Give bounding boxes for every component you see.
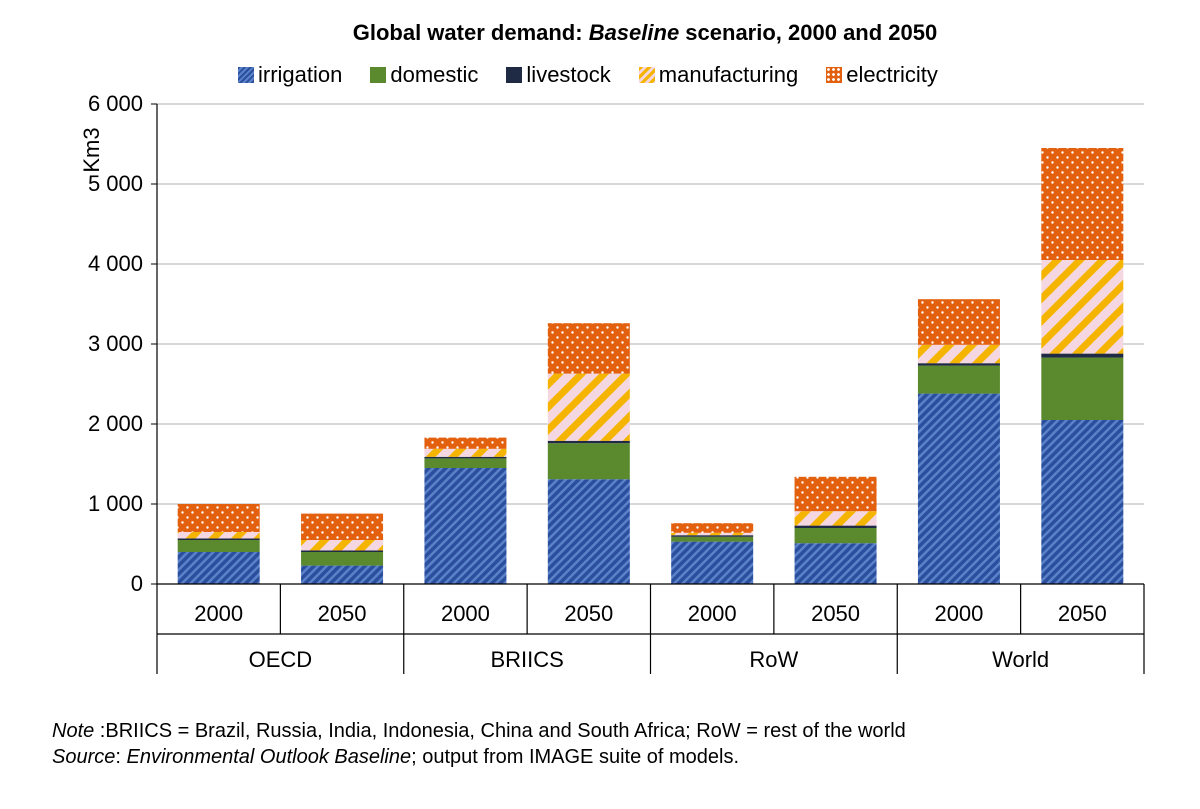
bar-segment-electricity xyxy=(301,513,384,540)
legend: irrigation domestic livestock manufactur… xyxy=(238,62,938,88)
x-tick-label: 2050 xyxy=(1058,601,1107,626)
legend-swatch-manufacturing xyxy=(638,67,655,83)
bar-segment-domestic xyxy=(301,552,384,566)
bar-segment-irrigation xyxy=(1041,420,1124,584)
legend-swatch-electricity xyxy=(826,67,843,83)
legend-label-irrigation: irrigation xyxy=(258,62,343,87)
y-axis-label: Km3 xyxy=(79,127,104,172)
bar-segment-irrigation xyxy=(671,541,754,584)
legend-label-livestock: livestock xyxy=(526,62,611,87)
group-label: BRIICS xyxy=(490,647,563,672)
x-tick-label: 2050 xyxy=(811,601,860,626)
bar-segment-livestock xyxy=(424,456,507,459)
note-line: Note :BRIICS = Brazil, Russia, India, In… xyxy=(52,718,906,744)
source-text: ; output from IMAGE suite of models. xyxy=(411,746,740,768)
y-tick-label: 4 000 xyxy=(88,251,143,276)
group-label: World xyxy=(992,647,1049,672)
bar-segment-manufacturing xyxy=(794,511,877,526)
bar-segment-domestic xyxy=(1041,357,1124,420)
legend-item-irrigation: irrigation xyxy=(238,62,342,88)
bar-segment-domestic xyxy=(917,365,1000,394)
bar-segment-domestic xyxy=(424,458,507,468)
source-sep: : xyxy=(115,746,127,768)
bar-segment-electricity xyxy=(177,504,260,532)
bar-segment-livestock xyxy=(917,363,1000,366)
bar-segment-irrigation xyxy=(301,565,384,584)
footnotes: Note :BRIICS = Brazil, Russia, India, In… xyxy=(52,718,906,770)
y-tick-label: 0 xyxy=(131,571,143,596)
bar-segment-manufacturing xyxy=(917,344,1000,364)
title-part-1: Global water demand: xyxy=(352,20,589,45)
x-tick-label: 2050 xyxy=(318,601,367,626)
bar-segment-electricity xyxy=(547,323,630,374)
y-tick-label: 1 000 xyxy=(88,491,143,516)
bar-segment-electricity xyxy=(424,437,507,449)
bar-segment-electricity xyxy=(1041,148,1124,260)
bar-segment-manufacturing xyxy=(424,448,507,457)
bar-segment-domestic xyxy=(177,540,260,552)
bar-segment-livestock xyxy=(1041,353,1124,358)
bar-segment-domestic xyxy=(547,443,630,480)
x-tick-label: 2000 xyxy=(934,601,983,626)
y-tick-label: 3 000 xyxy=(88,331,143,356)
legend-label-electricity: electricity xyxy=(846,62,938,87)
bar-segment-manufacturing xyxy=(177,532,260,539)
source-label: Source xyxy=(52,746,116,768)
x-tick-label: 2000 xyxy=(688,601,737,626)
y-tick-label: 6 000 xyxy=(88,91,143,116)
legend-item-domestic: domestic xyxy=(370,62,478,88)
bar-segment-manufacturing xyxy=(1041,260,1124,354)
bar-segment-irrigation xyxy=(917,393,1000,584)
note-text: :BRIICS = Brazil, Russia, India, Indones… xyxy=(94,720,906,742)
chart-title: Global water demand: Baseline scenario, … xyxy=(0,20,1200,46)
source-line: Source: Environmental Outlook Baseline; … xyxy=(52,744,906,770)
title-part-3: scenario, 2000 and 2050 xyxy=(679,20,938,45)
stacked-bar-chart: 0 1 000 2 000 3 000 4 000 5 000 6 000 2000 2050… xyxy=(79,91,1145,674)
x-tick-label: 2000 xyxy=(441,601,490,626)
legend-swatch-irrigation xyxy=(238,67,254,83)
group-label: OECD xyxy=(249,647,313,672)
bar-segment-livestock xyxy=(671,535,754,537)
bar-segment-domestic xyxy=(794,528,877,544)
bar-segment-livestock xyxy=(794,525,877,528)
y-tick-label: 2 000 xyxy=(88,411,143,436)
y-tick-labels: 0 1 000 2 000 3 000 4 000 5 000 6 000 xyxy=(88,91,143,596)
y-tick-label: 5 000 xyxy=(88,171,143,196)
group-label: RoW xyxy=(749,647,798,672)
legend-swatch-domestic xyxy=(370,67,387,83)
bar-segment-livestock xyxy=(301,550,384,552)
bar-segment-livestock xyxy=(177,538,260,540)
bar-segment-electricity xyxy=(917,299,1000,345)
bar-segment-manufacturing xyxy=(671,532,754,536)
bars xyxy=(177,148,1124,584)
bar-segment-irrigation xyxy=(177,552,260,584)
legend-item-livestock: livestock xyxy=(506,62,611,88)
legend-item-electricity: electricity xyxy=(826,62,938,88)
bar-segment-domestic xyxy=(671,536,754,542)
axes xyxy=(156,104,1145,674)
bar-segment-livestock xyxy=(547,440,630,444)
bar-segment-irrigation xyxy=(547,479,630,584)
bar-segment-irrigation xyxy=(794,543,877,584)
note-label: Note xyxy=(52,720,95,742)
bar-segment-manufacturing xyxy=(301,540,384,551)
legend-label-domestic: domestic xyxy=(390,62,479,87)
legend-item-manufacturing: manufacturing xyxy=(638,62,799,88)
legend-label-manufacturing: manufacturing xyxy=(658,62,799,87)
legend-swatch-livestock xyxy=(506,67,523,83)
bar-segment-irrigation xyxy=(424,468,507,584)
bar-segment-manufacturing xyxy=(547,373,630,441)
x-tick-label: 2050 xyxy=(564,601,613,626)
bar-segment-electricity xyxy=(671,523,754,533)
x-tick-label: 2000 xyxy=(194,601,243,626)
source-name: Environmental Outlook Baseline xyxy=(126,746,412,768)
title-part-2: Baseline xyxy=(588,20,680,45)
bar-segment-electricity xyxy=(794,476,877,512)
